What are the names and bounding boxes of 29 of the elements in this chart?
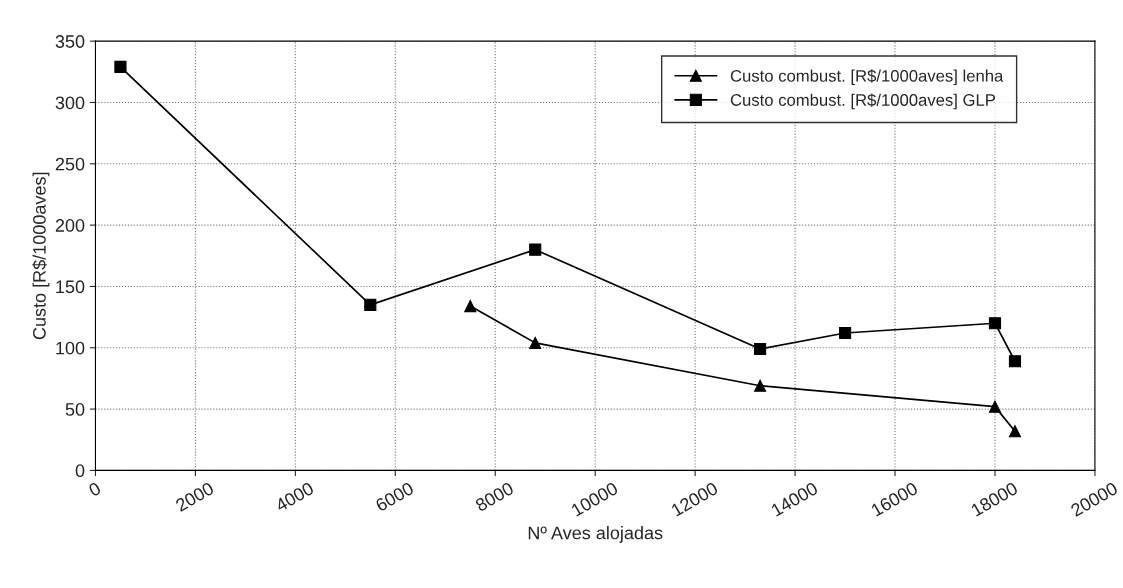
x-tick-label: 2000 — [174, 481, 215, 512]
y-axis-title: Custo [R$/1000aves] — [32, 172, 50, 340]
point — [529, 243, 542, 256]
point — [838, 326, 852, 340]
point — [464, 299, 477, 313]
y-tick-label: 100 — [56, 341, 85, 355]
x-tick-label: 0 — [87, 481, 102, 497]
point — [364, 298, 377, 311]
y-tick-label: 150 — [56, 280, 85, 294]
point — [1008, 425, 1022, 438]
point — [1008, 355, 1022, 368]
y-tick-label: 0 — [75, 464, 85, 478]
y-tick-label: 250 — [55, 157, 85, 171]
x-tick-label: 4000 — [274, 481, 315, 513]
x-axis-title: Nº Aves alojadas — [528, 526, 663, 543]
point — [754, 379, 767, 392]
point — [988, 400, 1002, 413]
y-tick-label: 200 — [55, 219, 85, 232]
y-tick-label: 350 — [55, 35, 85, 48]
point — [529, 336, 542, 349]
x-tick-label: 6000 — [374, 481, 415, 512]
y-tick-label: 300 — [55, 96, 85, 110]
legend-label: Custo combust. [R$/1000aves] GLP — [730, 93, 995, 110]
point — [114, 60, 127, 73]
x-tick-label: 8000 — [474, 481, 515, 512]
point — [988, 317, 1002, 330]
point — [754, 342, 767, 356]
y-tick-label: 50 — [65, 403, 85, 416]
legend-label: Custo combust. [R$/1000aves] lenha — [730, 69, 1004, 86]
